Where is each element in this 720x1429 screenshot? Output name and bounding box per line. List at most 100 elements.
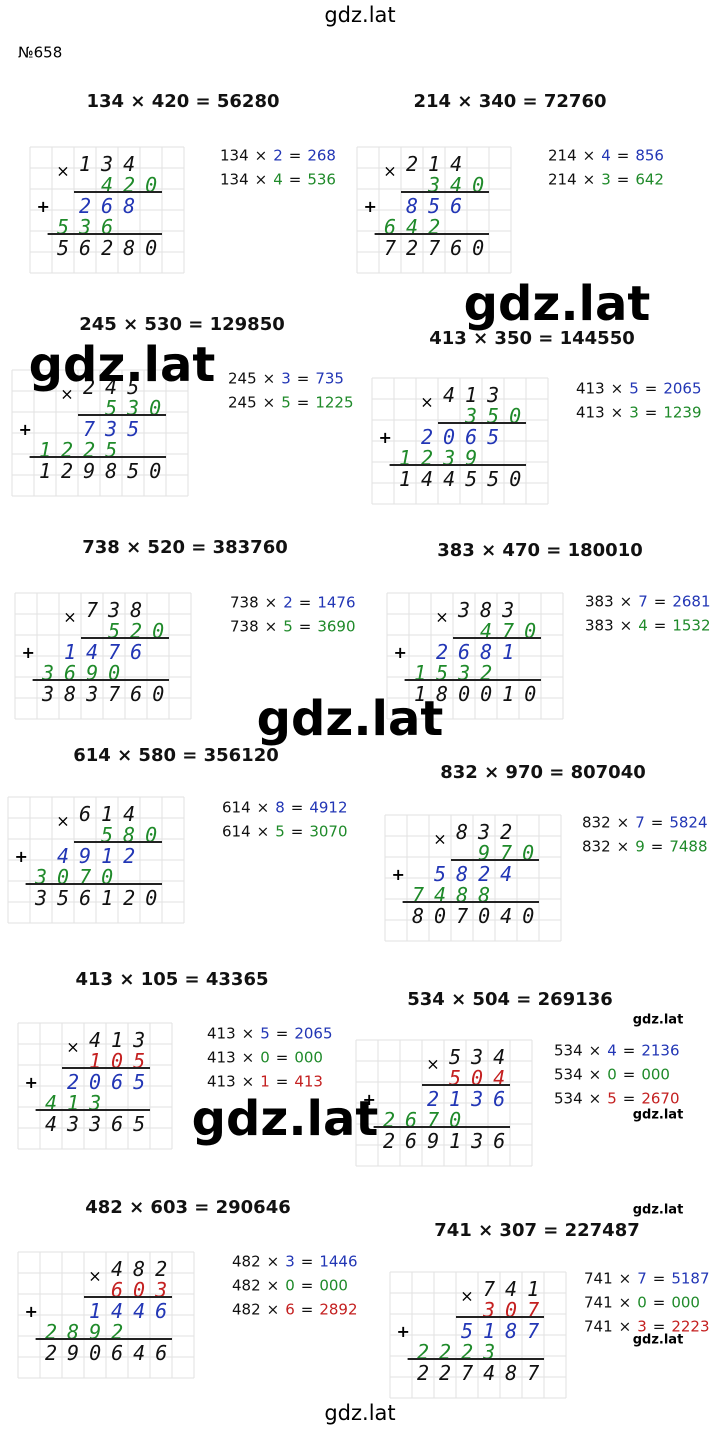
digits: 3070 bbox=[34, 865, 123, 889]
note-part: 000 bbox=[641, 1066, 670, 1084]
site-header: gdz.lat bbox=[324, 3, 395, 27]
note-part: 383 bbox=[585, 617, 614, 635]
digits: 413 bbox=[443, 383, 509, 407]
note-part: × bbox=[589, 1090, 602, 1108]
note-part: 534 bbox=[554, 1090, 583, 1108]
note-part: 7 bbox=[635, 814, 645, 832]
note-part: 2892 bbox=[319, 1301, 357, 1319]
digits: 970 bbox=[478, 841, 544, 865]
note-part: 2670 bbox=[641, 1090, 679, 1108]
note-part: × bbox=[589, 1042, 602, 1060]
plus-sign: + bbox=[21, 643, 34, 662]
times-sign: × bbox=[435, 608, 448, 627]
digits: 5824 bbox=[434, 862, 522, 886]
note-part: = bbox=[653, 1294, 666, 1312]
digits: 7488 bbox=[412, 883, 500, 907]
note-part: 268 bbox=[307, 147, 336, 165]
note-part: 134 bbox=[220, 171, 249, 189]
note-part: × bbox=[620, 617, 633, 635]
digits: 134 bbox=[79, 152, 145, 176]
note-part: × bbox=[620, 593, 633, 611]
exercise-number: №658 bbox=[18, 44, 62, 62]
digits: 290646 bbox=[45, 1341, 177, 1365]
note-part: 0 bbox=[285, 1277, 295, 1295]
site-footer: gdz.lat bbox=[324, 1401, 395, 1425]
digits: 580 bbox=[101, 823, 167, 847]
note-part: 5187 bbox=[671, 1270, 709, 1288]
digits: 383760 bbox=[41, 682, 174, 706]
digits: 3690 bbox=[41, 661, 130, 685]
note-part: × bbox=[619, 1294, 632, 1312]
digits: 2065 bbox=[421, 425, 509, 449]
times-sign: × bbox=[66, 1038, 79, 1057]
note-part: = bbox=[276, 1025, 289, 1043]
note-part: 534 bbox=[554, 1042, 583, 1060]
note-part: 738 bbox=[230, 618, 259, 636]
note-part: 642 bbox=[635, 171, 664, 189]
note-part: 3 bbox=[601, 171, 611, 189]
note-part: × bbox=[255, 147, 268, 165]
note-part: 3 bbox=[285, 1253, 295, 1271]
note-part: 3 bbox=[637, 1318, 647, 1336]
plus-sign: + bbox=[36, 197, 49, 216]
note-part: 4 bbox=[601, 147, 611, 165]
note-part: 413 bbox=[294, 1073, 323, 1091]
note-part: 741 bbox=[584, 1318, 613, 1336]
note-part: 413 bbox=[576, 404, 605, 422]
note-part: 9 bbox=[635, 838, 645, 856]
digits: 420 bbox=[101, 173, 167, 197]
note-part: 5 bbox=[260, 1025, 270, 1043]
note-part: 1225 bbox=[315, 394, 353, 412]
note-part: 5 bbox=[275, 823, 285, 841]
digits: 735 bbox=[83, 417, 149, 441]
equation-title: 245 × 530 = 129850 bbox=[79, 314, 285, 335]
note-part: × bbox=[265, 594, 278, 612]
plus-sign: + bbox=[24, 1302, 37, 1321]
plus-sign: + bbox=[18, 420, 31, 439]
note-part: = bbox=[654, 617, 667, 635]
note-part: 413 bbox=[207, 1049, 236, 1067]
digits: 43365 bbox=[45, 1112, 155, 1136]
equation-title: 383 × 470 = 180010 bbox=[437, 540, 643, 561]
note-part: 245 bbox=[228, 370, 257, 388]
digits: 129850 bbox=[39, 459, 171, 483]
note-part: = bbox=[301, 1301, 314, 1319]
times-sign: × bbox=[56, 162, 69, 181]
note-part: = bbox=[291, 799, 304, 817]
digits: 227487 bbox=[417, 1361, 549, 1385]
note-part: 413 bbox=[576, 380, 605, 398]
note-part: 482 bbox=[232, 1277, 261, 1295]
equation-title: 214 × 340 = 72760 bbox=[414, 91, 607, 112]
note-part: 0 bbox=[260, 1049, 270, 1067]
note-part: 832 bbox=[582, 838, 611, 856]
watermark: gdz.lat bbox=[633, 1108, 684, 1123]
note-part: 2065 bbox=[294, 1025, 332, 1043]
note-part: 614 bbox=[222, 799, 251, 817]
note-part: × bbox=[257, 823, 270, 841]
note-part: 5824 bbox=[669, 814, 707, 832]
note-part: 134 bbox=[220, 147, 249, 165]
equation-title: 134 × 420 = 56280 bbox=[87, 91, 280, 112]
digits: 2223 bbox=[417, 1340, 505, 1364]
note-part: × bbox=[583, 171, 596, 189]
note-part: = bbox=[645, 404, 658, 422]
digits: 642 bbox=[384, 215, 450, 239]
times-sign: × bbox=[460, 1287, 473, 1306]
note-part: × bbox=[583, 147, 596, 165]
note-part: 214 bbox=[548, 171, 577, 189]
note-part: = bbox=[623, 1090, 636, 1108]
note-part: 735 bbox=[315, 370, 344, 388]
plus-sign: + bbox=[363, 197, 376, 216]
equation-title: 614 × 580 = 356120 bbox=[73, 745, 279, 766]
note-part: = bbox=[297, 370, 310, 388]
note-part: × bbox=[242, 1073, 255, 1091]
note-part: 7 bbox=[638, 593, 648, 611]
digits: 356120 bbox=[34, 886, 167, 910]
digits: 482 bbox=[111, 1257, 177, 1281]
note-part: = bbox=[299, 594, 312, 612]
